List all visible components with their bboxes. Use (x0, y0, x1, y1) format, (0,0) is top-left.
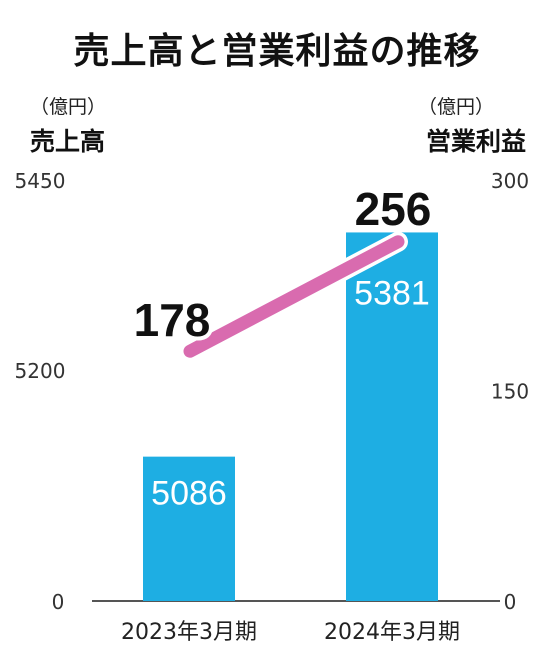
bar-2023年3月期 (143, 456, 235, 601)
left-axis-label: 売上高 (30, 127, 106, 156)
x-tick-label: 2023年3月期 (121, 620, 257, 645)
right-axis-unit: （億円） (418, 96, 495, 118)
bars (143, 232, 438, 601)
left-axis-unit: （億円） (30, 96, 107, 118)
bar-value-label: 5381 (354, 274, 430, 312)
left-tick-label: 0 (52, 590, 65, 614)
bar-2024年3月期 (346, 232, 438, 601)
bar-value-label: 5086 (151, 475, 227, 513)
chart-title: 売上高と営業利益の推移 (73, 31, 481, 72)
line-value-label: 178 (134, 294, 211, 346)
line-value-label: 256 (355, 183, 432, 235)
line-series (180, 231, 408, 362)
right-tick-label: 300 (491, 169, 529, 193)
left-tick-label: 5200 (15, 359, 66, 383)
right-tick-label: 0 (504, 590, 517, 614)
x-tick-label: 2024年3月期 (324, 620, 460, 645)
data-labels: 5086 5381 2023年3月期 2024年3月期 178 256 (121, 179, 460, 645)
axes: 0 5200 5450 0 150 300 (15, 169, 530, 614)
right-axis-label: 営業利益 (426, 127, 527, 156)
left-tick-label: 5450 (15, 169, 66, 193)
right-tick-label: 150 (491, 380, 529, 404)
line-segment (183, 235, 405, 358)
